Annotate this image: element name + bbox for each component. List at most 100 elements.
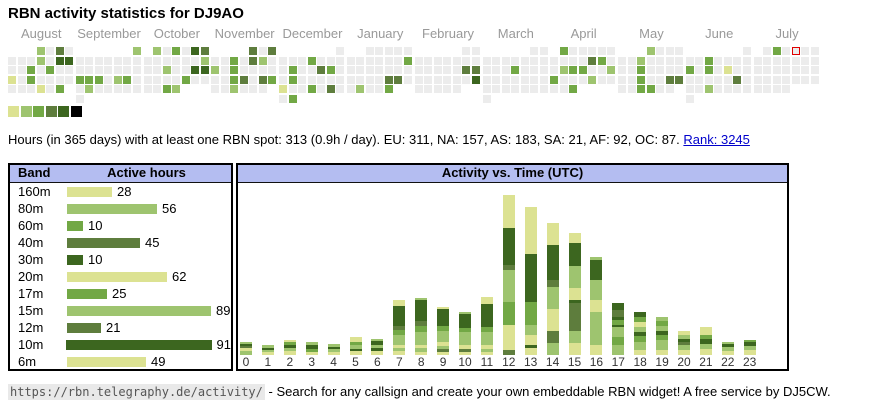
day-cell (356, 56, 365, 65)
day-cell (685, 56, 694, 65)
day-cell (153, 66, 162, 74)
band-label: 40m (18, 235, 44, 250)
day-cell (443, 85, 452, 93)
day-cell (501, 56, 510, 65)
day-cell (414, 56, 423, 65)
band-hours-bar (67, 186, 112, 197)
band-hours-bar (67, 220, 83, 231)
day-cell (539, 56, 548, 65)
day-cell (94, 66, 103, 74)
day-cell (685, 75, 694, 84)
band-table-row: 80m 56 (10, 200, 231, 217)
bar-segment (656, 326, 669, 331)
day-cell (714, 66, 723, 74)
day-cell (365, 47, 374, 55)
day-cell (55, 47, 64, 55)
day-cell (433, 66, 442, 74)
hour-tick-label: 19 (655, 355, 669, 369)
bar-segment (568, 233, 581, 243)
day-cell (132, 66, 141, 74)
day-cell (65, 47, 73, 55)
day-cell (530, 75, 539, 84)
bar-segment (743, 350, 756, 355)
day-cell (471, 47, 480, 55)
day-cell (597, 47, 606, 55)
day-cell (239, 75, 248, 84)
day-cell (375, 47, 384, 55)
day-cell (317, 66, 326, 74)
day-cell (123, 85, 132, 93)
bar-segment (349, 349, 362, 351)
day-cell (230, 66, 239, 74)
stats-text: Hours (in 365 days) with at least one RB… (8, 132, 684, 147)
day-cell (597, 66, 606, 74)
day-cell (753, 85, 762, 93)
stacked-hour-bar (502, 195, 515, 355)
day-cell (637, 66, 646, 74)
legend-cell (33, 106, 44, 117)
day-cell (578, 66, 587, 74)
hour-tick-label: 5 (352, 355, 359, 369)
day-cell (403, 66, 412, 74)
day-cell (695, 56, 704, 65)
day-cell (181, 66, 190, 74)
band-table-panel: Band Active hours 160m 28 80m 56 60m 10 40m 45 3… (8, 163, 233, 371)
day-cell (810, 56, 819, 65)
day-cell (791, 56, 800, 65)
hour-tick-label: 3 (308, 355, 316, 369)
day-cell (627, 56, 636, 65)
activity-calendar: August September October November December Ja… (8, 26, 822, 103)
day-cell (742, 47, 751, 55)
bar-segment (327, 347, 340, 349)
rank-link[interactable]: Rank: 3245 (683, 132, 750, 147)
day-cell (520, 56, 529, 65)
bar-segment (415, 321, 428, 326)
day-cell (75, 85, 84, 93)
day-cell (172, 56, 181, 65)
bar-segment (502, 270, 515, 302)
day-cell (452, 56, 461, 65)
month-label: November (214, 26, 275, 41)
day-cell (375, 85, 384, 93)
bar-segment (305, 342, 318, 345)
day-cell (239, 66, 248, 74)
day-cell (326, 75, 335, 84)
day-cell (46, 85, 54, 93)
day-cell (279, 66, 288, 74)
day-cell (723, 66, 732, 74)
bar-segment (568, 288, 581, 300)
day-cell (607, 56, 616, 65)
month-grid (618, 47, 685, 93)
bar-segment (612, 337, 625, 345)
day-cell (801, 75, 810, 84)
day-cell (675, 75, 684, 84)
day-cell (384, 75, 393, 84)
bar-segment (371, 348, 384, 351)
day-cell (17, 56, 26, 65)
band-label: 160m (18, 184, 51, 199)
day-cell (365, 75, 374, 84)
band-label: 6m (18, 354, 37, 369)
legend-cell (45, 106, 57, 117)
bar-segment (546, 223, 559, 245)
bar-segment (634, 322, 647, 327)
day-cell (104, 56, 113, 65)
day-cell (230, 75, 239, 84)
day-cell (200, 66, 209, 74)
bar-segment (524, 335, 537, 345)
band-hours-bar (67, 305, 211, 316)
band-label: 10m (18, 337, 44, 352)
day-cell (569, 66, 578, 74)
band-hours-bar (67, 288, 107, 299)
day-cell (94, 85, 103, 93)
bar-segment (634, 332, 647, 336)
day-cell (665, 56, 674, 65)
day-cell (810, 66, 819, 74)
band-hours-value: 10 (88, 252, 103, 267)
day-cell (637, 85, 646, 93)
day-cell (104, 66, 113, 74)
stacked-hour-bar (305, 342, 318, 355)
bar-segment (415, 300, 428, 321)
day-cell (279, 85, 288, 93)
bar-segment (546, 309, 559, 331)
